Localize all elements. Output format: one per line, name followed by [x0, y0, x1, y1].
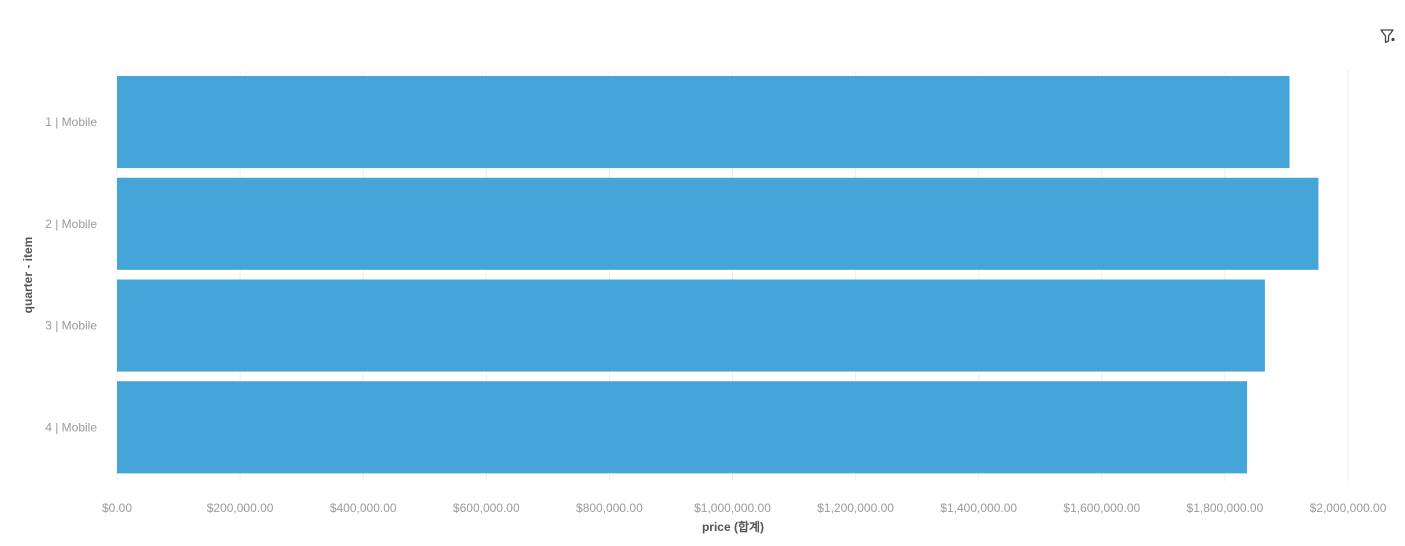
y-tick-label: 1 | Mobile: [45, 115, 97, 129]
x-tick-label: $1,600,000.00: [1063, 501, 1140, 515]
x-tick-label: $800,000.00: [576, 501, 643, 515]
x-tick-label: $1,200,000.00: [817, 501, 894, 515]
x-tick-label: $600,000.00: [453, 501, 520, 515]
x-tick-label: $1,000,000.00: [694, 501, 771, 515]
filter-icon[interactable]: [1378, 26, 1398, 46]
y-tick-label: 2 | Mobile: [45, 217, 97, 231]
x-tick-label: $400,000.00: [330, 501, 397, 515]
y-tick-labels: 1 | Mobile 2 | Mobile 3 | Mobile 4 | Mobile: [45, 115, 97, 434]
x-tick-label: $1,800,000.00: [1187, 501, 1264, 515]
x-axis-title: price (합계): [702, 519, 764, 534]
y-tick-label: 4 | Mobile: [45, 420, 97, 434]
y-tick-label: 3 | Mobile: [45, 319, 97, 333]
x-tick-label: $0.00: [102, 501, 132, 515]
x-tick-label: $2,000,000.00: [1310, 501, 1387, 515]
x-tick-label: $200,000.00: [207, 501, 274, 515]
bar[interactable]: [117, 76, 1290, 169]
bar[interactable]: [117, 177, 1319, 270]
bar[interactable]: [117, 279, 1265, 372]
x-tick-label: $1,400,000.00: [940, 501, 1017, 515]
bars: [117, 76, 1319, 474]
bar[interactable]: [117, 381, 1248, 474]
y-axis-title: quarter - item: [21, 237, 35, 314]
x-tick-labels: $0.00 $200,000.00 $400,000.00 $600,000.00 $8…: [102, 501, 1387, 515]
